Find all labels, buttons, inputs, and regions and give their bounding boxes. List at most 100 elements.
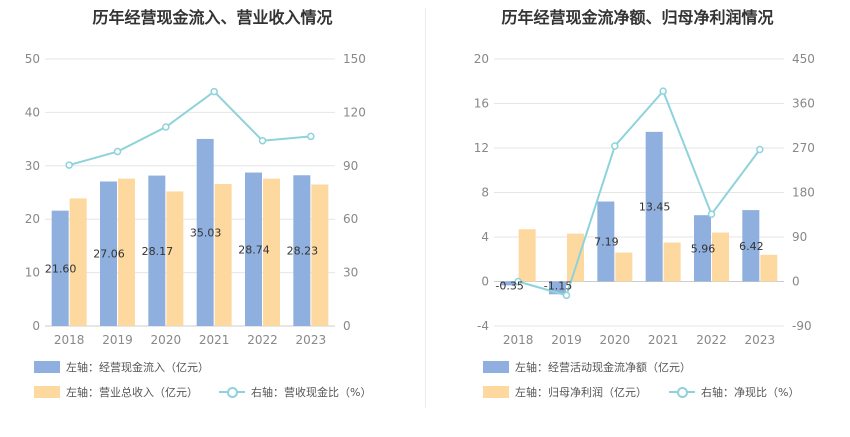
data-label-2018: -0.35	[495, 280, 523, 293]
y-right-tick-label: -90	[792, 319, 812, 333]
bar-2022-primary	[694, 215, 711, 282]
bar-2018-primary	[500, 281, 518, 286]
legend-label: 左轴：归母净利润（亿元）	[515, 386, 647, 399]
y-left-tick-label: 0	[32, 319, 40, 333]
data-label-2022: 28.74	[238, 243, 270, 256]
ratio-point-2020	[611, 142, 619, 150]
legend-label: 右轴：营收现金比（%）	[251, 386, 372, 399]
bar-2023-primary	[742, 210, 760, 282]
y-left-tick-label: 30	[25, 159, 40, 173]
y-left-tick-label: 8	[481, 186, 489, 200]
bar-2022-secondary	[263, 178, 280, 326]
chart-panel-cash-inflow-revenue: 历年经营现金流入、营业收入情况 0 10 20 30 40 50 0 30 60 90 120 150…	[25, 8, 372, 400]
chart-panel-net-cash-profit: 历年经营现金流净额、归母净利润情况 -4 0 4 8 12 16 20 -90 0 90 180 27…	[425, 0, 850, 437]
bar-2020-secondary	[615, 252, 633, 282]
legend-item-net-profit[interactable]: 左轴：归母净利润（亿元）	[483, 384, 647, 400]
data-label-2021: 35.03	[190, 226, 222, 239]
x-tick-label: 2019	[102, 333, 133, 347]
bar-2019-secondary	[567, 233, 584, 282]
legend-item-revenue-cash-ratio[interactable]: 右轴：营收现金比（%）	[219, 384, 371, 400]
data-label-2023: 6.42	[739, 240, 764, 253]
data-label-2018: 21.60	[45, 262, 77, 275]
chart-title: 历年经营现金流入、营业收入情况	[92, 8, 333, 27]
ratio-point-2018	[65, 161, 73, 169]
data-label-2020: 7.19	[594, 236, 619, 249]
ratio-point-2020	[162, 123, 170, 131]
bar-2021-secondary	[663, 242, 681, 282]
y-right-tick-label: 120	[343, 105, 366, 119]
legend-line-marker	[669, 386, 695, 398]
x-tick-label: 2021	[648, 333, 679, 347]
bar-2018-secondary	[69, 198, 87, 326]
y-right-tick-label: 0	[792, 275, 800, 289]
ratio-point-2019	[113, 147, 122, 156]
y-left-tick-label: 10	[25, 266, 40, 280]
legend-item-net-operating-cash[interactable]: 左轴：经营活动现金流净额（亿元）	[483, 359, 691, 375]
legend-label: 右轴：净现比（%）	[701, 386, 800, 399]
bar-2022-primary	[245, 172, 262, 326]
y-right-tick-label: 30	[343, 266, 358, 280]
bar-2022-secondary	[712, 232, 729, 282]
y-right-tick-label: 90	[792, 230, 807, 244]
legend-swatch	[483, 386, 509, 398]
bar-2020-primary	[148, 175, 166, 326]
ratio-point-2021	[210, 87, 218, 96]
bar-2019-primary	[100, 181, 117, 326]
data-label-2023: 28.23	[287, 245, 319, 258]
y-left-tick-label: 40	[25, 105, 40, 119]
ratio-line	[68, 90, 311, 167]
y-right-tick-label: 150	[343, 52, 366, 66]
y-right-tick-label: 0	[343, 319, 351, 333]
bar-2020-primary	[597, 201, 615, 282]
chart-plot-area: 0 10 20 30 40 50 0 30 60 90 120 150 2018 2019 2020 2021…	[25, 52, 366, 347]
legend-swatch	[34, 386, 60, 398]
y-right-tick-label: 450	[792, 52, 815, 66]
ratio-line	[517, 89, 761, 297]
legend-swatch	[483, 361, 509, 373]
legend-item-net-cash-ratio[interactable]: 右轴：净现比（%）	[669, 384, 799, 400]
y-left-tick-label: 50	[25, 52, 40, 66]
legend-item-revenue[interactable]: 左轴：营业总收入（亿元）	[34, 384, 198, 400]
x-tick-label: 2022	[247, 333, 278, 347]
y-right-tick-label: 180	[792, 186, 815, 200]
ratio-point-2023	[307, 132, 315, 141]
y-right-tick-label: 270	[792, 141, 815, 155]
data-label-2021: 13.45	[639, 201, 671, 214]
y-left-tick-label: 20	[25, 212, 40, 226]
bar-2020-secondary	[166, 191, 184, 326]
data-label-2019: 27.06	[93, 248, 125, 261]
x-tick-label: 2020	[600, 333, 631, 347]
legend-label: 左轴：经营活动现金流净额（亿元）	[515, 361, 691, 374]
bar-2021-secondary	[214, 183, 232, 326]
y-right-tick-label: 360	[792, 97, 815, 111]
panel-divider	[425, 8, 426, 408]
y-right-tick-label: 90	[343, 159, 358, 173]
bar-2021-primary	[645, 131, 663, 282]
legend-item-cash-inflow[interactable]: 左轴：经营现金流入（亿元）	[34, 359, 209, 375]
y-left-tick-label: 0	[481, 275, 489, 289]
legend-label: 左轴：营业总收入（亿元）	[66, 386, 198, 399]
ratio-point-2018	[514, 277, 522, 286]
ratio-point-2022	[707, 210, 716, 219]
legend-swatch	[34, 361, 60, 373]
bar-2018-secondary	[518, 229, 536, 282]
bar-2023-secondary	[760, 254, 778, 282]
y-left-tick-label: 16	[474, 97, 489, 111]
bar-2023-primary	[293, 175, 311, 326]
ratio-point-2023	[756, 145, 764, 154]
legend-label: 左轴：经营现金流入（亿元）	[66, 361, 209, 374]
legend-line-marker	[219, 386, 245, 398]
x-tick-label: 2022	[696, 333, 727, 347]
chart-plot-area: -4 0 4 8 12 16 20 -90 0 90 180 270 360 450 2018 2019 202…	[474, 52, 815, 347]
ratio-point-2019	[562, 291, 571, 300]
bar-2023-secondary	[311, 184, 329, 326]
x-tick-label: 2023	[296, 333, 327, 347]
y-right-tick-label: 60	[343, 212, 358, 226]
ratio-point-2021	[659, 87, 667, 95]
data-label-2022: 5.96	[691, 242, 716, 255]
x-tick-label: 2020	[151, 333, 182, 347]
x-tick-label: 2018	[503, 333, 534, 347]
y-left-tick-label: 4	[481, 230, 489, 244]
y-left-tick-label: 12	[474, 141, 489, 155]
